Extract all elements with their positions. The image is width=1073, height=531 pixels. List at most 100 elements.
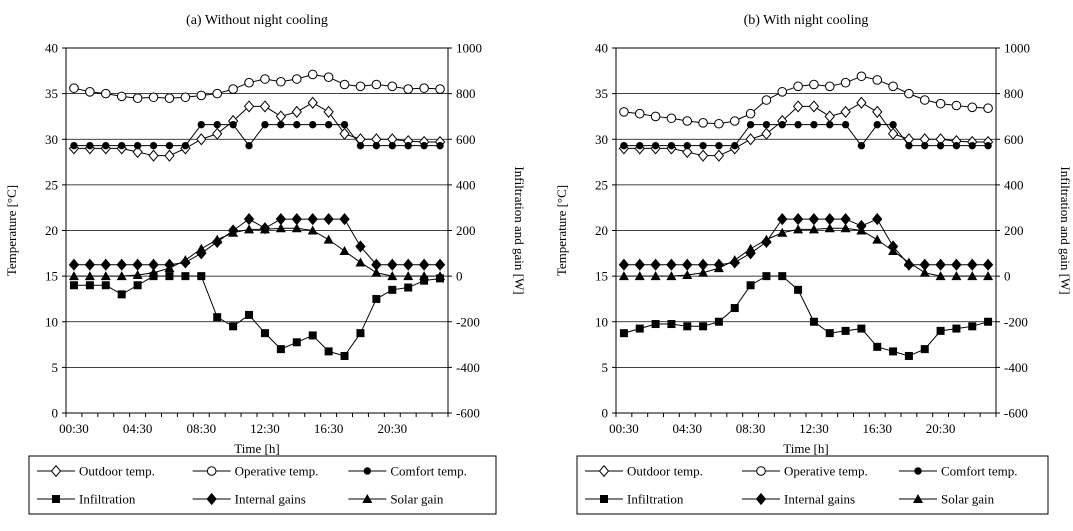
point-solar-gain — [355, 257, 366, 267]
point-comfort-temp — [149, 141, 158, 150]
point-outdoor-temp — [872, 105, 883, 118]
point-solar-gain — [323, 234, 334, 244]
point-operative-temp — [100, 88, 111, 99]
point-infiltration — [85, 281, 94, 290]
point-infiltration — [245, 310, 254, 319]
point-operative-temp — [872, 75, 883, 85]
point-infiltration — [117, 290, 126, 299]
point-comfort-temp — [245, 141, 253, 150]
point-internal-gains — [68, 258, 80, 271]
point-infiltration — [904, 351, 913, 360]
point-operative-temp — [180, 92, 191, 103]
y-tick-label: 20 — [45, 223, 58, 238]
point-solar-gain — [618, 271, 629, 281]
y2-tick-label: -200 — [456, 314, 480, 329]
point-operative-temp — [69, 83, 79, 93]
point-outdoor-temp — [132, 145, 143, 159]
legend-label-comfort-temp: Comfort temp. — [941, 464, 1018, 479]
x-tick-label: 00:30 — [59, 421, 89, 436]
point-internal-gains — [339, 213, 350, 226]
point-infiltration — [133, 281, 142, 290]
point-internal-gains — [291, 213, 302, 226]
point-infiltration — [683, 322, 692, 331]
legend-label-infiltration: Infiltration — [79, 492, 136, 507]
point-solar-gain — [435, 271, 446, 281]
x-tick-label: 20:30 — [377, 421, 407, 436]
legend-label-infiltration: Infiltration — [627, 492, 684, 507]
point-outdoor-temp — [745, 133, 756, 146]
series-line-operative-temp — [73, 73, 441, 99]
y-tick-label: 25 — [45, 177, 58, 192]
point-infiltration — [635, 324, 644, 333]
legend-marker-operative-temp — [756, 466, 766, 476]
point-infiltration — [873, 342, 882, 351]
y2-tick-label: -600 — [456, 406, 480, 421]
point-comfort-temp — [436, 141, 444, 150]
point-outdoor-temp — [808, 100, 820, 113]
point-solar-gain — [919, 267, 930, 277]
point-operative-temp — [666, 113, 677, 124]
y-tick-label: 35 — [45, 86, 58, 101]
legend-marker-outdoor-temp — [50, 464, 62, 478]
point-comfort-temp — [841, 120, 850, 129]
point-solar-gain — [951, 271, 962, 281]
x-tick-label: 16:30 — [314, 421, 344, 436]
point-comfort-temp — [118, 141, 126, 150]
point-comfort-temp — [810, 120, 818, 129]
point-solar-gain — [275, 223, 286, 233]
point-infiltration — [308, 331, 317, 340]
point-operative-temp — [919, 95, 930, 105]
point-solar-gain — [777, 227, 788, 237]
point-operative-temp — [682, 116, 693, 126]
y-axis-label: Temperature [°C] — [554, 185, 569, 276]
point-operative-temp — [435, 84, 445, 94]
point-solar-gain — [888, 246, 899, 256]
y-axis-label: Temperature [°C] — [4, 185, 19, 276]
point-outdoor-temp — [761, 127, 772, 140]
legend-marker-solar-gain — [362, 494, 373, 503]
point-comfort-temp — [826, 120, 834, 129]
legend-box — [576, 455, 1049, 515]
point-operative-temp — [809, 79, 819, 90]
point-outdoor-temp — [887, 127, 899, 140]
point-solar-gain — [808, 224, 819, 234]
point-operative-temp — [777, 87, 788, 97]
point-solar-gain — [903, 257, 914, 267]
point-outdoor-temp — [291, 105, 302, 118]
point-internal-gains — [434, 258, 446, 271]
point-internal-gains — [792, 213, 804, 226]
legend-marker-comfort-temp — [363, 467, 372, 475]
point-infiltration — [420, 276, 429, 285]
point-outdoor-temp — [697, 149, 709, 162]
point-operative-temp — [291, 74, 302, 84]
y2-tick-label: 400 — [456, 177, 476, 192]
y-tick-label: 40 — [595, 41, 608, 56]
y2-tick-label: -400 — [456, 360, 480, 375]
point-operative-temp — [339, 79, 350, 90]
point-internal-gains — [935, 258, 946, 271]
legend-label-outdoor-temp: Outdoor temp. — [627, 464, 703, 479]
point-solar-gain — [729, 255, 740, 265]
point-outdoor-temp — [164, 149, 175, 162]
point-solar-gain — [180, 255, 191, 265]
x-axis-label: Time [h] — [783, 441, 828, 456]
point-solar-gain — [212, 234, 223, 244]
point-solar-gain — [307, 225, 318, 235]
point-internal-gains — [275, 213, 287, 226]
point-solar-gain — [196, 243, 207, 253]
point-solar-gain — [745, 243, 756, 253]
point-solar-gain — [339, 246, 350, 256]
point-infiltration — [699, 322, 708, 331]
point-internal-gains — [132, 258, 143, 271]
point-comfort-temp — [197, 120, 205, 129]
point-operative-temp — [650, 111, 661, 122]
legend-marker-operative-temp — [206, 466, 217, 476]
point-infiltration — [984, 317, 993, 326]
point-infiltration — [340, 351, 349, 360]
point-solar-gain — [291, 223, 302, 233]
point-solar-gain — [228, 227, 239, 237]
point-infiltration — [857, 324, 866, 333]
y-tick-label: 10 — [595, 314, 608, 329]
point-internal-gains — [618, 258, 630, 271]
